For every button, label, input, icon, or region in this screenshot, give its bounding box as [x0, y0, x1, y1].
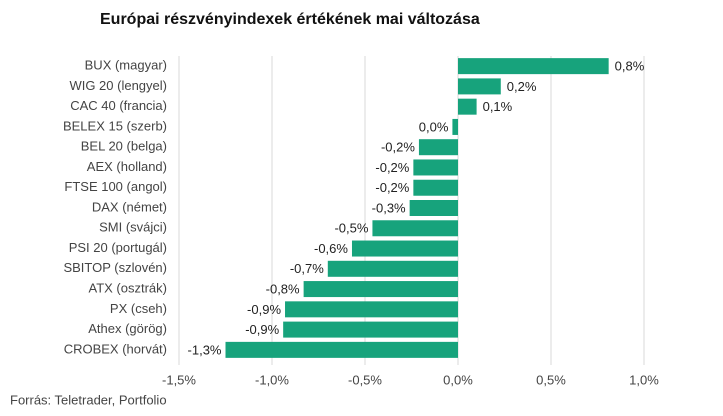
value-label: -1,3%	[188, 342, 222, 357]
y-tick-label: ATX (osztrák)	[89, 281, 168, 296]
bar	[413, 179, 458, 196]
bar	[225, 341, 458, 358]
value-label: -0,2%	[375, 180, 409, 195]
bar	[303, 281, 458, 298]
value-label: 0,0%	[419, 119, 449, 134]
y-tick-label: AEX (holland)	[87, 159, 167, 174]
value-label: -0,3%	[372, 200, 406, 215]
y-tick-label: SBITOP (szlovén)	[63, 260, 167, 275]
x-tick-label: -0,5%	[348, 372, 382, 387]
y-tick-label: PX (cseh)	[110, 301, 167, 316]
bar	[452, 118, 458, 135]
bar	[327, 260, 458, 277]
bar	[351, 240, 458, 257]
value-label: 0,8%	[615, 59, 645, 74]
source: Forrás: Teletrader, Portfolio	[10, 392, 167, 407]
y-tick-label: BELEX 15 (szerb)	[63, 118, 167, 133]
y-tick-label: Athex (görög)	[88, 321, 167, 336]
y-tick-label: CAC 40 (francia)	[70, 98, 167, 113]
value-label: 0,2%	[507, 79, 537, 94]
y-tick-label: BUX (magyar)	[85, 58, 167, 73]
bar	[283, 321, 458, 338]
bar	[285, 301, 458, 318]
x-tick-label: -1,5%	[162, 372, 196, 387]
value-label: -0,5%	[334, 221, 368, 236]
y-tick-label: WIG 20 (lengyel)	[69, 78, 167, 93]
bar	[458, 58, 609, 75]
x-tick-label: 0,0%	[443, 372, 473, 387]
y-tick-label: BEL 20 (belga)	[81, 139, 167, 154]
bar	[458, 78, 501, 95]
y-tick-label: CROBEX (horvát)	[64, 341, 167, 356]
bar	[409, 200, 458, 216]
value-label: -0,9%	[247, 302, 281, 317]
x-tick-label: 1,0%	[629, 372, 659, 387]
y-tick-label: PSI 20 (portugál)	[69, 240, 167, 255]
y-tick-label: FTSE 100 (angol)	[64, 179, 167, 194]
value-label: -0,2%	[381, 140, 415, 155]
value-label: -0,9%	[245, 322, 279, 337]
value-label: 0,1%	[483, 99, 513, 114]
y-tick-label: DAX (német)	[92, 199, 167, 214]
value-label: -0,2%	[375, 160, 409, 175]
value-label: -0,7%	[290, 261, 324, 276]
value-label: -0,8%	[266, 282, 300, 297]
bar	[458, 98, 477, 115]
bar	[413, 159, 458, 176]
bar	[372, 220, 458, 237]
x-tick-label: -1,0%	[255, 372, 289, 387]
y-tick-label: SMI (svájci)	[99, 220, 167, 235]
x-tick-label: 0,5%	[536, 372, 566, 387]
chart-title: Európai részvényindexek értékének mai vá…	[100, 11, 480, 28]
value-label: -0,6%	[314, 241, 348, 256]
bar	[418, 139, 458, 156]
